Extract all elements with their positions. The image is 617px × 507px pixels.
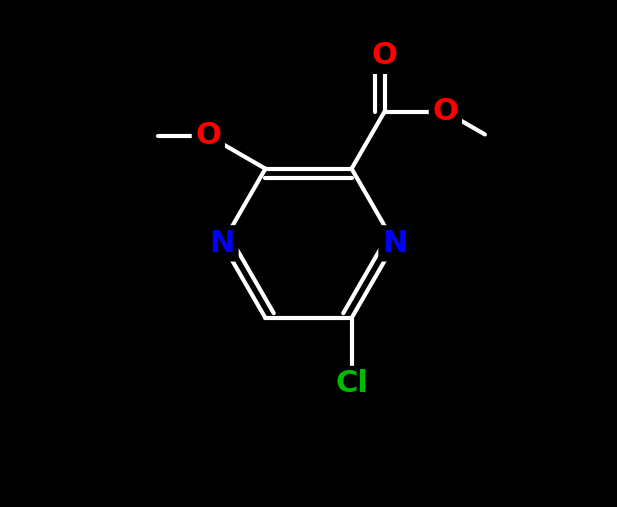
Text: N: N: [210, 229, 235, 258]
Text: O: O: [371, 42, 397, 70]
Text: Cl: Cl: [335, 370, 368, 399]
Text: O: O: [196, 121, 222, 150]
Text: N: N: [382, 229, 407, 258]
Text: O: O: [433, 97, 458, 126]
